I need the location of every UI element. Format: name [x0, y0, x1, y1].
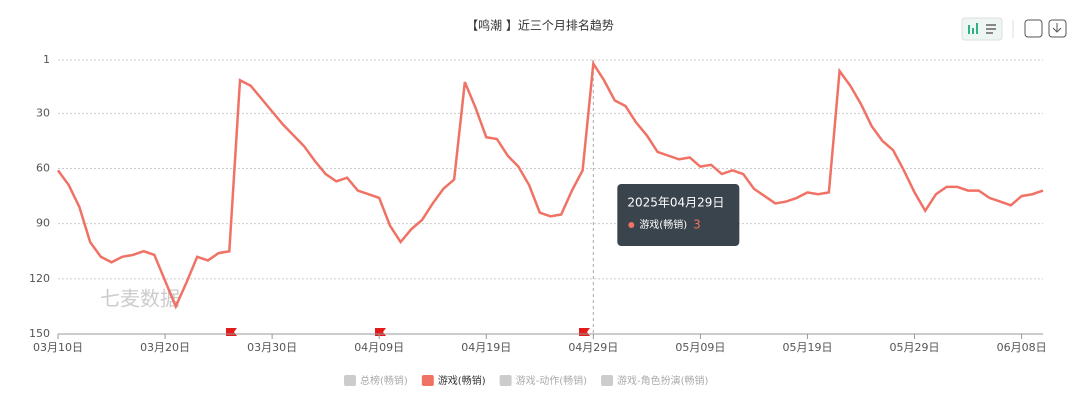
y-tick-label: 60 [36, 161, 50, 174]
legend-label: 总榜(畅销) [360, 374, 408, 387]
icon [972, 28, 974, 34]
x-tick-label: 03月10日 [33, 341, 83, 354]
tooltip-value: 3 [693, 218, 701, 232]
y-tick-label: 30 [36, 106, 50, 119]
x-tick-label: 06月08日 [997, 341, 1047, 354]
legend-label: 游戏-角色扮演(畅销) [617, 374, 709, 387]
x-tick-label: 04月29日 [568, 341, 618, 354]
icon [968, 25, 970, 34]
flag[interactable] [375, 328, 386, 338]
view-toggle[interactable] [961, 17, 1003, 41]
icon [986, 24, 996, 26]
tooltip-box [617, 184, 740, 246]
x-tick-label: 03月30日 [247, 341, 297, 354]
legend-swatch[interactable] [601, 375, 614, 386]
x-tick-label: 05月09日 [675, 341, 725, 354]
legend-swatch[interactable] [499, 375, 512, 386]
tooltip-dot [628, 222, 635, 228]
tooltip-series: 游戏(畅销) [639, 218, 687, 231]
tooltip-title: 2025年04月29日 [627, 196, 724, 210]
legend-swatch[interactable] [421, 375, 434, 386]
x-tick-label: 05月29日 [890, 341, 940, 354]
y-tick-label: 1 [43, 53, 50, 66]
x-tick-label: 04月19日 [461, 341, 511, 354]
x-tick-label: 04月09日 [354, 341, 404, 354]
save-image[interactable] [1024, 19, 1043, 38]
y-tick-label: 90 [36, 217, 50, 230]
download[interactable] [1048, 19, 1067, 38]
x-tick-label: 05月19日 [782, 341, 832, 354]
chart-title: 【鸣潮 】近三个月排名趋势 [466, 18, 614, 33]
icon [976, 23, 978, 34]
flag[interactable] [226, 328, 237, 338]
x-tick-label: 03月20日 [140, 341, 190, 354]
icon [986, 28, 996, 30]
y-tick-label: 150 [29, 327, 50, 340]
legend-label: 游戏(畅销) [438, 374, 486, 387]
toolbar [961, 17, 1067, 41]
legend-label: 游戏-动作(畅销) [516, 374, 588, 387]
y-tick-label: 120 [29, 272, 50, 285]
event-flags [226, 328, 590, 338]
line [56, 60, 1044, 310]
icon [986, 32, 993, 34]
flag[interactable] [579, 328, 590, 338]
watermark: 七麦数据 [100, 287, 180, 311]
icon [1052, 23, 1062, 33]
legend-swatch[interactable] [344, 375, 356, 386]
